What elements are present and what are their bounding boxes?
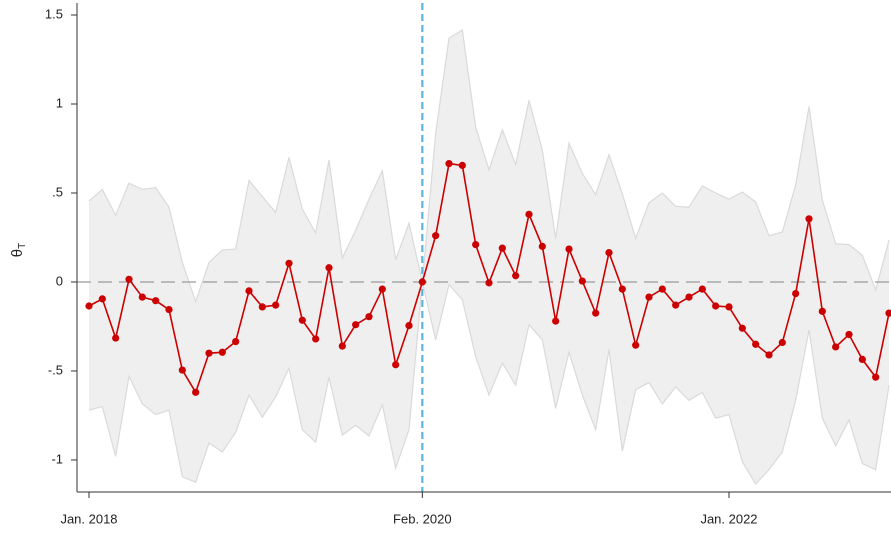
y-label-sub: T — [17, 243, 28, 249]
data-point — [565, 245, 573, 253]
data-point — [818, 307, 826, 315]
band-edge — [88, 29, 890, 304]
data-point — [98, 295, 106, 303]
y-tick-label: 0 — [56, 273, 63, 288]
data-point — [338, 342, 346, 350]
band-edge — [88, 281, 890, 485]
y-tick-label: 1 — [56, 95, 63, 110]
data-point — [832, 343, 840, 351]
data-point — [378, 285, 386, 293]
data-point — [178, 366, 186, 374]
x-tick-label: Feb. 2020 — [393, 511, 452, 526]
data-point — [298, 316, 306, 324]
data-point — [138, 293, 146, 301]
data-point — [738, 324, 746, 332]
data-point — [352, 321, 360, 329]
data-point — [325, 264, 333, 272]
data-point — [872, 373, 880, 381]
data-point — [258, 303, 266, 311]
y-axis-label: θT — [9, 243, 28, 257]
data-point — [405, 321, 413, 330]
data-point — [512, 272, 520, 280]
data-point — [792, 289, 800, 298]
data-point — [192, 388, 200, 396]
data-point — [485, 279, 493, 287]
data-point — [312, 335, 320, 343]
data-point — [245, 287, 253, 295]
data-point — [365, 313, 373, 321]
data-point — [498, 244, 506, 252]
data-point — [592, 309, 600, 317]
data-point — [218, 348, 226, 356]
data-point — [712, 302, 720, 310]
data-point — [85, 302, 93, 310]
data-point — [778, 338, 786, 347]
data-point — [445, 160, 453, 168]
x-tick-label: Jan. 2018 — [60, 511, 117, 526]
data-point — [845, 330, 853, 339]
x-tick-label: Jan. 2022 — [700, 511, 757, 526]
data-point — [805, 215, 813, 223]
data-point — [432, 232, 440, 240]
data-point — [618, 285, 626, 293]
data-point — [205, 349, 213, 357]
y-tick-label: 1.5 — [45, 6, 63, 21]
data-point — [578, 277, 586, 285]
data-point — [552, 317, 560, 325]
data-point — [672, 301, 680, 309]
data-point — [658, 285, 666, 293]
data-point — [685, 293, 693, 301]
data-point — [458, 161, 466, 169]
data-point — [125, 275, 133, 283]
data-point — [418, 278, 426, 286]
data-point — [632, 341, 640, 349]
data-point — [232, 338, 240, 346]
confidence-band — [89, 30, 889, 484]
y-tick-label: -.5 — [48, 362, 63, 377]
data-point — [272, 301, 280, 309]
data-point — [752, 340, 760, 348]
data-point — [472, 241, 480, 249]
data-point — [698, 285, 706, 293]
data-point — [525, 210, 533, 218]
data-point — [858, 355, 866, 364]
y-tick-label: -1 — [51, 451, 63, 466]
data-point — [885, 309, 891, 317]
data-point — [765, 351, 773, 359]
data-point — [538, 242, 546, 250]
data-point — [645, 293, 653, 301]
y-tick-label: .5 — [52, 184, 63, 199]
data-point — [285, 259, 293, 267]
data-point — [725, 303, 733, 311]
data-point — [152, 297, 160, 305]
data-point — [165, 305, 173, 314]
data-point — [605, 249, 613, 257]
data-point — [392, 361, 400, 369]
y-label-main: θ — [9, 249, 26, 257]
data-point — [112, 334, 120, 342]
